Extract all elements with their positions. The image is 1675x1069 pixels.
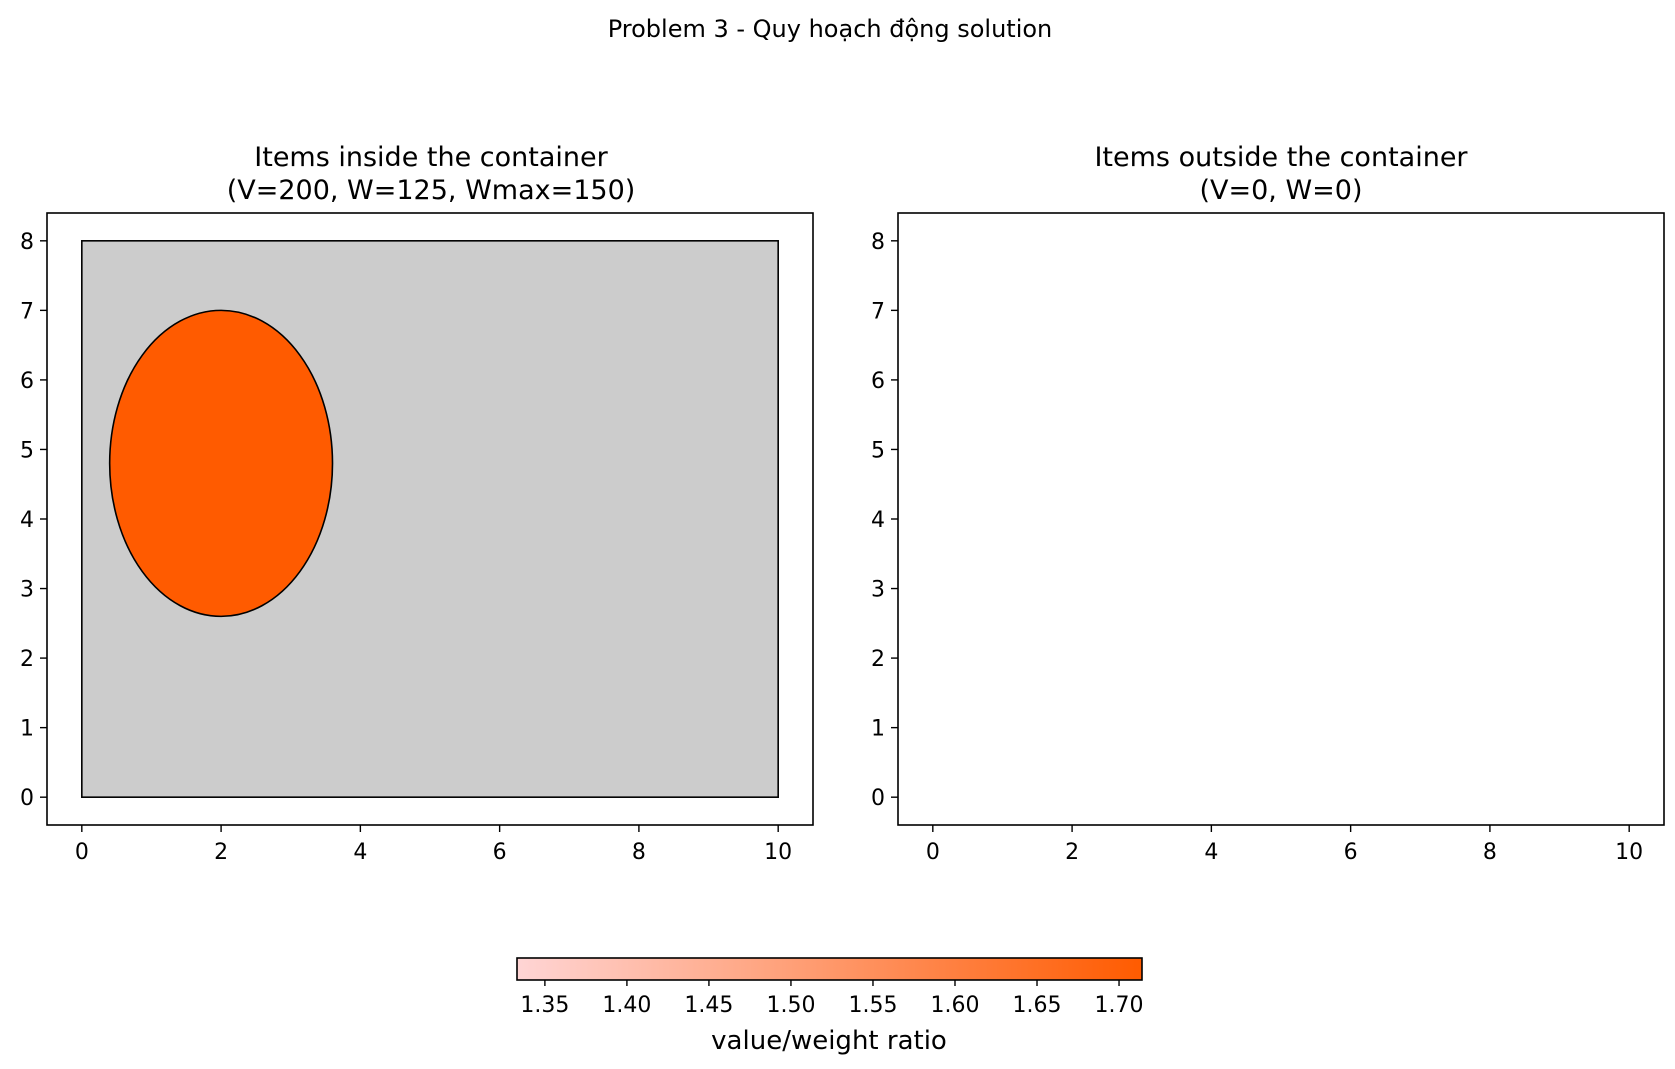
outside-xtick-label-10: 10 — [1615, 840, 1643, 865]
axes-inside-ticks: 0 2 4 6 8 10 0 1 2 3 4 5 6 7 8 — [20, 230, 792, 865]
inside-xtick-label-4: 4 — [353, 840, 367, 865]
outside-xtick-label-8: 8 — [1483, 840, 1497, 865]
inside-ytick-label-0: 0 — [20, 786, 34, 811]
inside-xtick-label-10: 10 — [764, 840, 792, 865]
outside-ytick-label-8: 8 — [871, 230, 885, 255]
colorbar-tick-label-1.65: 1.65 — [1013, 993, 1062, 1018]
colorbar-gradient — [516, 957, 1143, 981]
axes-inside-plot — [81, 240, 779, 798]
outside-ytick-label-7: 7 — [871, 299, 885, 324]
outside-ytick-label-5: 5 — [871, 438, 885, 463]
colorbar: 1.35 1.40 1.45 1.50 1.55 1.60 1.65 1.70 value/w… — [516, 957, 1144, 1056]
inside-ytick-label-5: 5 — [20, 438, 34, 463]
colorbar-tick-label-1.40: 1.40 — [602, 993, 651, 1018]
axes-outside-frame — [897, 212, 1665, 826]
colorbar-label: value/weight ratio — [711, 1026, 947, 1056]
inside-ytick-label-3: 3 — [20, 578, 34, 603]
inside-ytick-label-7: 7 — [20, 299, 34, 324]
colorbar-tick-label-1.50: 1.50 — [766, 993, 815, 1018]
colorbar-tick-label-1.55: 1.55 — [848, 993, 897, 1018]
axes-inside: Items inside the container (V=200, W=125… — [20, 142, 814, 865]
outside-ytick-label-6: 6 — [871, 369, 885, 394]
figure-title: Problem 3 - Quy hoạch động solution — [608, 15, 1053, 43]
axes-inside-title-line2: (V=200, W=125, Wmax=150) — [227, 175, 636, 206]
outside-xtick-label-2: 2 — [1065, 840, 1079, 865]
outside-ytick-label-2: 2 — [871, 647, 885, 672]
outside-xtick-label-4: 4 — [1204, 840, 1218, 865]
axes-outside-title-line2: (V=0, W=0) — [1199, 175, 1362, 206]
outside-ytick-label-0: 0 — [871, 786, 885, 811]
inside-xtick-label-2: 2 — [214, 840, 228, 865]
axes-inside-title-line1: Items inside the container — [254, 142, 608, 173]
axes-outside-title-line1: Items outside the container — [1094, 142, 1468, 173]
colorbar-ticks: 1.35 1.40 1.45 1.50 1.55 1.60 1.65 1.70 — [520, 980, 1144, 1018]
item-ellipse-0 — [108, 309, 334, 618]
axes-outside: Items outside the container (V=0, W=0) 0… — [871, 142, 1665, 865]
inside-ytick-label-8: 8 — [20, 230, 34, 255]
inside-xtick-label-6: 6 — [493, 840, 507, 865]
outside-xtick-label-0: 0 — [926, 840, 940, 865]
colorbar-tick-label-1.60: 1.60 — [930, 993, 979, 1018]
inside-ytick-label-2: 2 — [20, 647, 34, 672]
outside-xtick-label-6: 6 — [1344, 840, 1358, 865]
colorbar-tick-label-1.70: 1.70 — [1095, 993, 1144, 1018]
axes-outside-ticks: 0 2 4 6 8 10 0 1 2 3 4 5 6 7 8 — [871, 230, 1643, 865]
colorbar-tick-label-1.45: 1.45 — [684, 993, 733, 1018]
outside-ytick-label-1: 1 — [871, 717, 885, 742]
outside-ytick-label-3: 3 — [871, 578, 885, 603]
inside-xtick-label-0: 0 — [75, 840, 89, 865]
inside-ytick-label-6: 6 — [20, 369, 34, 394]
inside-ytick-label-1: 1 — [20, 717, 34, 742]
inside-xtick-label-8: 8 — [632, 840, 646, 865]
inside-ytick-label-4: 4 — [20, 508, 34, 533]
outside-ytick-label-4: 4 — [871, 508, 885, 533]
colorbar-tick-label-1.35: 1.35 — [520, 993, 569, 1018]
